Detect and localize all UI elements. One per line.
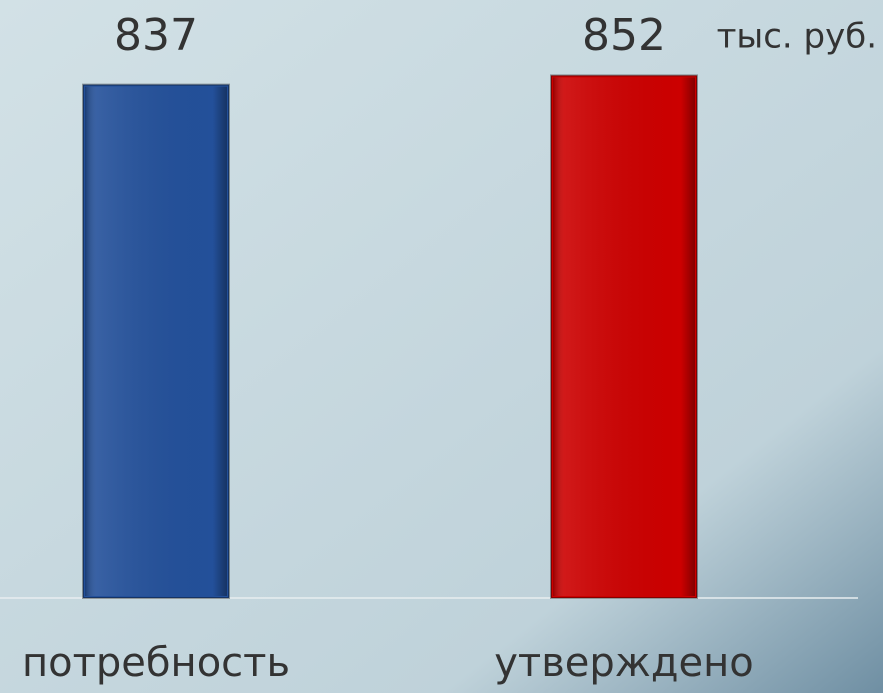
value-label: 837 <box>114 10 198 61</box>
x-tick-label: потребность <box>22 640 290 686</box>
x-tick-label: утверждено <box>494 640 753 686</box>
unit-annotation: тыс. руб. <box>717 17 877 57</box>
value-label: 852 <box>582 10 666 61</box>
bar <box>82 83 230 599</box>
bar <box>550 74 698 599</box>
